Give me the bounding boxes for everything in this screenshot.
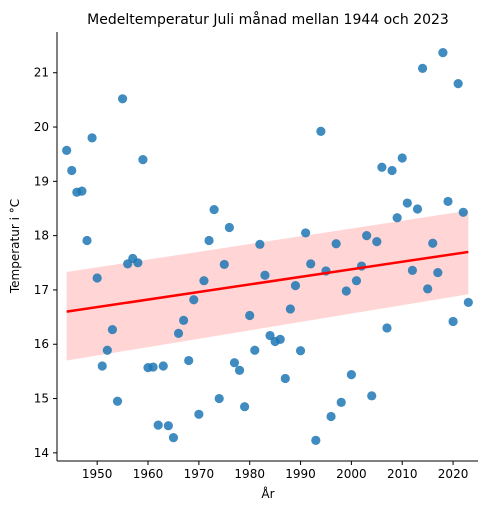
y-tick-label: 18 [34, 229, 49, 243]
data-point [184, 355, 194, 366]
data-point [397, 153, 407, 163]
confidence-band-layer [66, 210, 469, 361]
data-point [265, 330, 275, 341]
y-tick-label: 19 [34, 174, 49, 188]
axes-layer: 1950 1960 1970 1980 1990 2000 2010 2020 14 15 16 17… [34, 32, 478, 481]
x-tick-label: 2000 [336, 467, 367, 481]
data-point [402, 198, 412, 208]
data-point [382, 323, 392, 333]
data-points-layer [62, 48, 473, 445]
regression-line [66, 250, 469, 313]
data-point [433, 267, 443, 278]
data-point [87, 133, 97, 143]
chart-title: Medeltemperatur Juli månad mellan 1944 o… [87, 11, 449, 28]
data-point [163, 421, 173, 431]
regression-line-layer [66, 250, 469, 313]
data-point [311, 435, 321, 445]
data-point [250, 345, 260, 355]
data-point [306, 259, 316, 269]
confidence-band [66, 210, 469, 361]
data-point [67, 165, 77, 176]
data-point [82, 235, 92, 246]
data-point [133, 258, 143, 268]
data-point [448, 316, 458, 327]
data-point [209, 204, 219, 215]
data-point [326, 411, 336, 422]
y-tick-label: 14 [34, 446, 49, 460]
y-tick-label: 21 [34, 66, 49, 80]
data-point [412, 204, 423, 214]
data-point [112, 396, 123, 406]
data-point [199, 276, 209, 286]
data-point [316, 126, 326, 136]
x-tick-label: 1990 [285, 467, 316, 481]
data-point [245, 310, 255, 321]
x-tick-label: 1970 [184, 467, 215, 481]
y-axis-label: Temperatur i °C [8, 199, 22, 294]
data-point [97, 361, 107, 371]
data-point [153, 420, 163, 430]
data-point [285, 304, 295, 314]
data-point [148, 362, 158, 372]
data-point [117, 94, 128, 104]
data-point [331, 239, 341, 249]
data-point [168, 433, 179, 443]
data-point [158, 361, 168, 371]
y-tick-label: 15 [34, 392, 49, 406]
data-point [102, 345, 112, 355]
data-point [214, 393, 224, 404]
data-point [351, 276, 362, 286]
x-tick-label: 1950 [82, 467, 113, 481]
data-point [428, 238, 438, 248]
data-point [453, 78, 463, 89]
data-point [463, 297, 473, 308]
data-point [275, 334, 285, 344]
data-point [392, 213, 402, 223]
data-point [438, 48, 448, 58]
data-point [107, 324, 118, 335]
data-point [255, 239, 265, 249]
data-point [417, 63, 428, 73]
data-point [295, 346, 306, 356]
y-tick-label: 16 [34, 337, 49, 351]
data-point [387, 165, 397, 176]
data-point [179, 315, 189, 325]
data-point [224, 222, 234, 233]
data-point [234, 365, 245, 375]
data-point [280, 373, 290, 384]
data-point [346, 370, 356, 380]
data-point [189, 295, 199, 305]
data-point [301, 228, 311, 238]
data-point [367, 391, 377, 401]
data-point [173, 328, 184, 338]
data-point [423, 284, 433, 294]
data-point [336, 397, 346, 407]
x-axis-label: År [261, 486, 274, 501]
data-point [362, 231, 372, 241]
data-point [290, 280, 301, 291]
y-tick-label: 20 [34, 120, 49, 134]
x-tick-label: 2010 [387, 467, 418, 481]
data-point [62, 145, 72, 155]
data-point [229, 358, 240, 368]
data-point [372, 237, 382, 247]
x-tick-label: 1960 [133, 467, 164, 481]
data-point [77, 186, 87, 196]
y-tick-label: 17 [34, 283, 49, 297]
x-tick-label: 1980 [234, 467, 265, 481]
data-point [92, 273, 102, 283]
data-point [260, 270, 270, 280]
data-point [194, 409, 204, 419]
data-point [443, 196, 453, 207]
data-point [407, 265, 418, 275]
data-point [240, 402, 250, 412]
data-point [138, 155, 148, 165]
x-tick-label: 2020 [438, 467, 469, 481]
data-point [204, 235, 214, 246]
data-point [377, 162, 387, 172]
data-point [341, 286, 351, 296]
data-point [219, 259, 229, 270]
data-point [458, 207, 468, 217]
